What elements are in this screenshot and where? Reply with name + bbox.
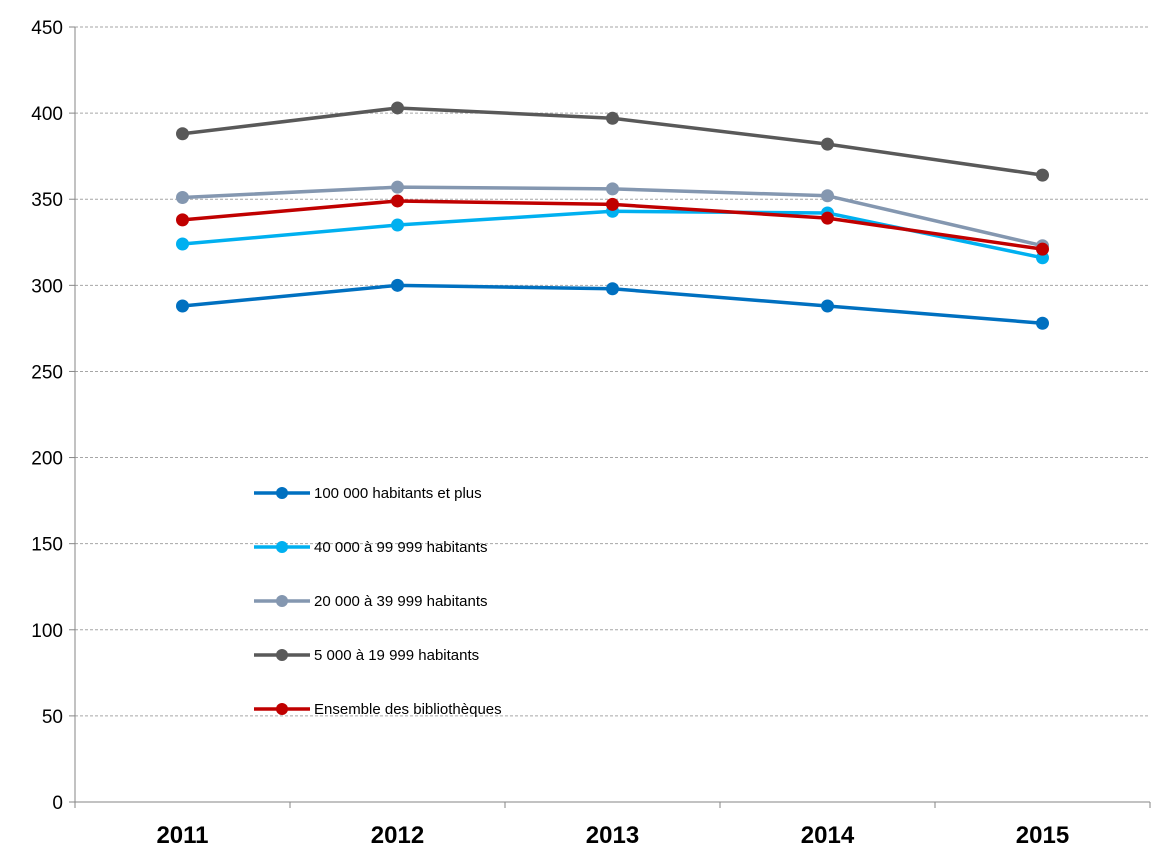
y-tick-label: 400 — [31, 104, 63, 125]
data-point — [176, 191, 189, 204]
data-point — [1036, 242, 1049, 256]
legend-label: 5 000 à 19 999 habitants — [314, 647, 479, 664]
legend-marker — [276, 595, 288, 607]
y-tick-label: 150 — [31, 535, 63, 556]
x-tick-label: 2011 — [156, 822, 208, 849]
series-3 — [176, 101, 1049, 182]
y-tick-labels: 0 50 100 150 200 250 300 350 400 450 — [31, 18, 75, 814]
y-tick-label: 300 — [31, 276, 63, 297]
data-point — [606, 197, 619, 211]
data-point — [391, 278, 404, 292]
data-point — [391, 101, 404, 115]
gridlines — [75, 26, 1150, 717]
legend-item: Ensemble des bibliothèques — [254, 701, 502, 718]
x-tick-label: 2015 — [1016, 822, 1069, 849]
series-4 — [176, 194, 1049, 256]
y-tick-label: 450 — [31, 18, 63, 39]
y-tick-label: 50 — [42, 707, 63, 728]
y-tick-label: 250 — [31, 362, 63, 383]
legend-label: 20 000 à 39 999 habitants — [314, 593, 487, 610]
data-point — [606, 111, 619, 125]
data-point — [391, 194, 404, 208]
data-point — [176, 237, 189, 251]
legend-label: 40 000 à 99 999 habitants — [314, 539, 487, 556]
x-tick-labels: 2011 2012 2013 2014 2015 — [74, 802, 1151, 849]
data-point — [1036, 316, 1049, 330]
y-tick-label: 200 — [31, 449, 63, 470]
y-tick-label: 100 — [31, 621, 63, 642]
legend-label: Ensemble des bibliothèques — [314, 701, 502, 718]
data-point — [1036, 168, 1049, 182]
legend: 100 000 habitants et plus 40 000 à 99 999… — [254, 485, 502, 718]
data-point — [821, 137, 834, 151]
series-1 — [176, 204, 1049, 265]
legend-item: 20 000 à 39 999 habitants — [254, 593, 487, 610]
data-point — [606, 282, 619, 296]
legend-marker — [276, 703, 288, 715]
x-tick-label: 2013 — [586, 822, 639, 849]
legend-item: 100 000 habitants et plus — [254, 485, 482, 502]
y-tick-label: 350 — [31, 190, 63, 211]
data-point — [176, 299, 189, 313]
series-line — [182, 209, 1043, 260]
legend-label: 100 000 habitants et plus — [314, 485, 482, 502]
data-point — [821, 211, 834, 225]
y-tick-label: 0 — [52, 793, 63, 814]
data-point — [821, 299, 834, 313]
legend-item: 5 000 à 19 999 habitants — [254, 647, 479, 664]
series-lines — [176, 101, 1049, 330]
series-0 — [176, 278, 1049, 330]
axes — [74, 27, 1150, 803]
data-point — [391, 218, 404, 232]
legend-marker — [276, 541, 288, 553]
data-point — [176, 127, 189, 141]
legend-item: 40 000 à 99 999 habitants — [254, 539, 487, 556]
data-point — [606, 182, 619, 196]
data-point — [391, 180, 404, 194]
data-point — [176, 213, 189, 227]
legend-marker — [276, 487, 288, 499]
data-point — [821, 189, 834, 203]
x-tick-label: 2014 — [801, 822, 855, 849]
legend-marker — [276, 649, 288, 661]
x-tick-label: 2012 — [371, 822, 424, 849]
